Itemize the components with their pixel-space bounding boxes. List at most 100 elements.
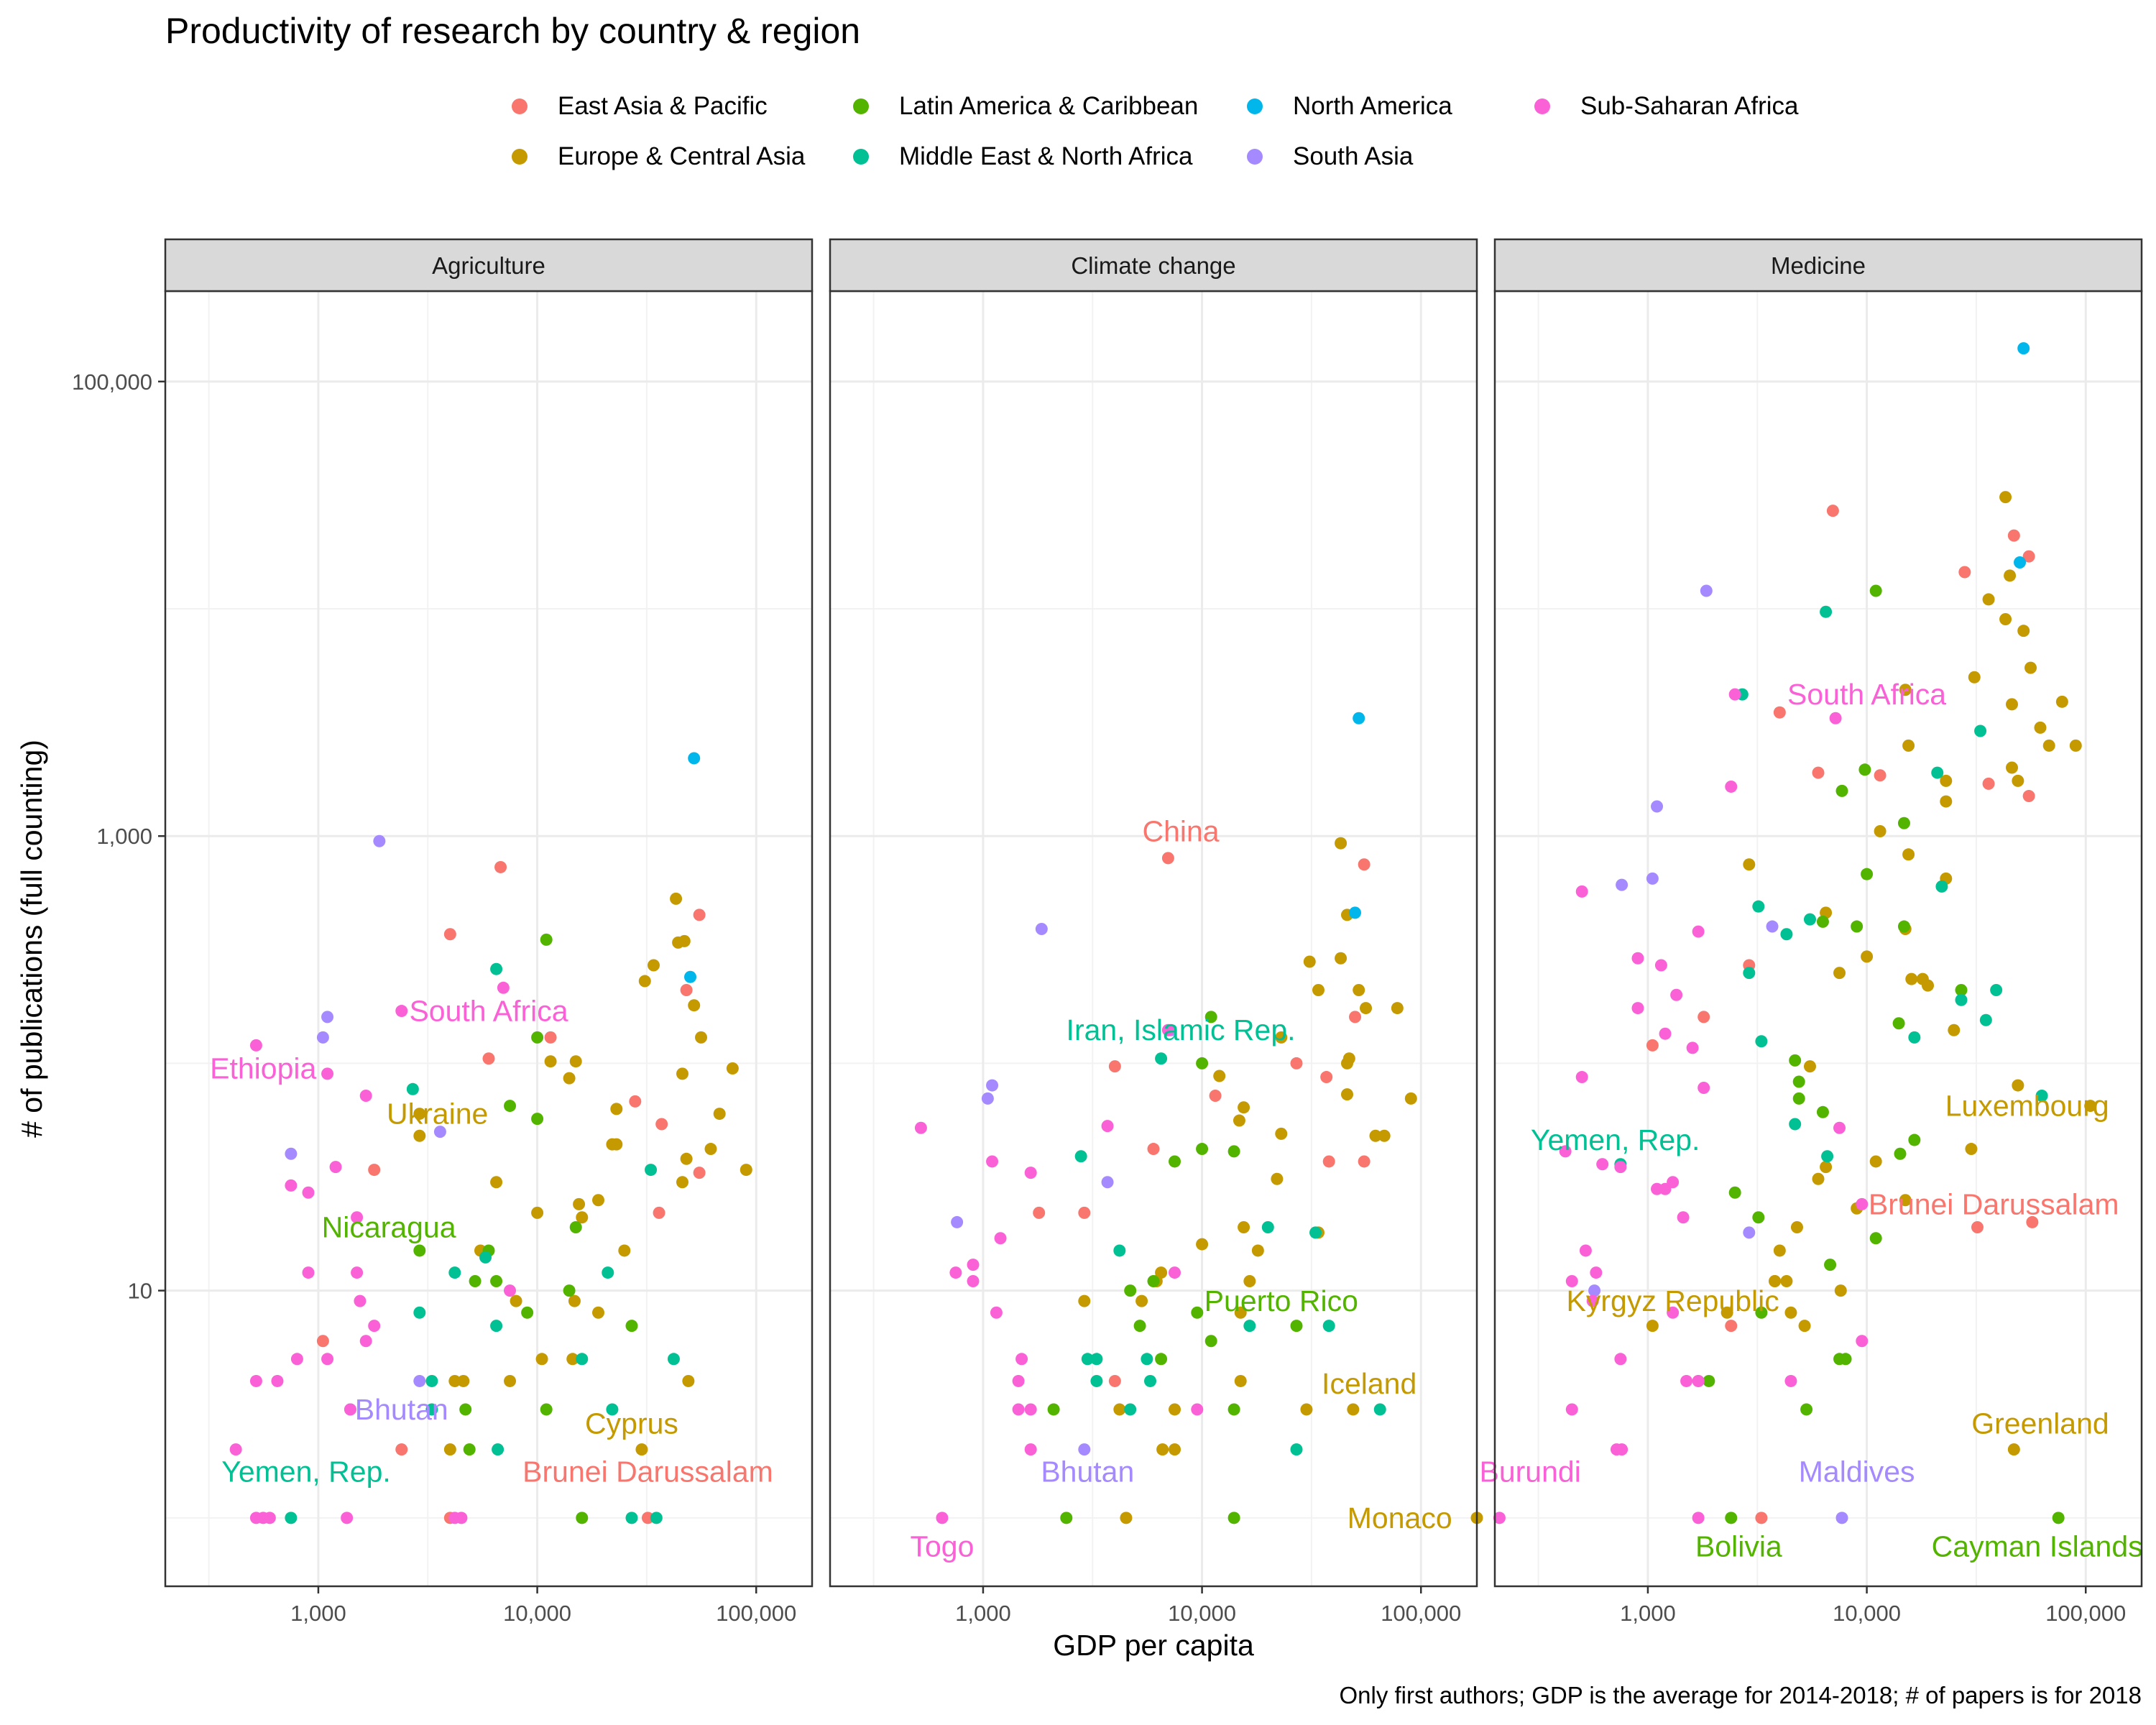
data-point: [1169, 1443, 1181, 1456]
data-point: [1728, 688, 1741, 701]
data-point: [2035, 1090, 2048, 1103]
data-point: [1766, 920, 1779, 933]
data-point: [1833, 1121, 1846, 1134]
data-point: [1335, 952, 1348, 965]
legend-item: Middle East & North Africa: [844, 142, 1193, 171]
data-point: [1290, 1443, 1303, 1456]
data-point: [1015, 1353, 1028, 1366]
data-point: [2004, 569, 2017, 582]
data-point: [1575, 885, 1588, 898]
data-point: [1651, 800, 1664, 813]
data-point: [1902, 848, 1915, 861]
data-point: [1074, 1150, 1087, 1163]
data-point: [1616, 878, 1628, 891]
data-point: [229, 1443, 242, 1456]
point-label: Yemen, Rep.: [1531, 1123, 1700, 1156]
data-point: [344, 1403, 356, 1416]
data-point: [682, 1374, 695, 1387]
data-point: [576, 1353, 589, 1366]
point-label: Maldives: [1799, 1455, 1915, 1488]
data-point: [263, 1512, 276, 1524]
data-point: [986, 1155, 999, 1168]
data-point: [1725, 780, 1738, 793]
data-point: [1820, 1161, 1833, 1174]
data-point: [1144, 1374, 1157, 1387]
data-point: [1812, 1172, 1825, 1185]
data-point: [504, 1100, 517, 1113]
data-point: [1616, 1443, 1628, 1456]
data-point: [1659, 1027, 1672, 1040]
data-point: [531, 1206, 544, 1219]
data-point: [1631, 952, 1644, 965]
data-point: [1982, 593, 1995, 606]
data-point: [1565, 1403, 1578, 1416]
data-point: [271, 1374, 284, 1387]
data-point: [321, 1067, 334, 1080]
data-point: [1238, 1220, 1250, 1233]
data-point: [1047, 1403, 1060, 1416]
data-point: [625, 1320, 638, 1333]
point-label: Brunei Darussalam: [522, 1455, 773, 1488]
data-point: [2017, 625, 2030, 638]
data-point: [1935, 880, 1948, 893]
data-point: [1133, 1320, 1146, 1333]
data-point: [1826, 505, 1839, 518]
y-tick-label: 1,000: [96, 824, 152, 849]
point-label: Monaco: [1348, 1501, 1452, 1535]
point-label: Greenland: [1971, 1407, 2109, 1440]
data-point: [2069, 739, 2082, 752]
data-point: [341, 1512, 354, 1524]
x-axis-title: GDP per capita: [1053, 1629, 1254, 1662]
data-point: [1851, 920, 1864, 933]
data-point: [670, 892, 683, 905]
data-point: [1824, 1259, 1837, 1271]
point-label: Cyprus: [585, 1407, 678, 1440]
point-label: Luxembourg: [1945, 1090, 2109, 1123]
data-point: [531, 1031, 544, 1044]
data-point: [592, 1194, 605, 1207]
data-point: [1012, 1374, 1025, 1387]
data-point: [1322, 1320, 1335, 1333]
data-point: [1725, 1320, 1738, 1333]
point-label: Iceland: [1322, 1367, 1416, 1400]
data-point: [1156, 1443, 1169, 1456]
data-point: [490, 1275, 503, 1288]
data-point: [936, 1512, 949, 1524]
data-point: [1101, 1120, 1114, 1133]
data-point: [1033, 1206, 1046, 1219]
data-point: [1755, 1306, 1768, 1319]
data-point: [2042, 739, 2055, 752]
data-point: [569, 1220, 582, 1233]
data-point: [1692, 1512, 1705, 1524]
data-point: [1897, 816, 1910, 829]
facet-panel: South Africa Yemen, Rep. Luxembourg Brunei …: [1479, 238, 2143, 1626]
x-tick-label: 100,000: [2045, 1601, 2126, 1626]
data-point: [1908, 1031, 1921, 1044]
data-point: [1692, 925, 1705, 938]
data-point: [678, 934, 691, 947]
data-point: [1899, 1194, 1912, 1207]
data-point: [1784, 1306, 1797, 1319]
data-point: [1902, 739, 1915, 752]
data-point: [540, 1403, 553, 1416]
data-point: [395, 1005, 408, 1018]
legend-item: East Asia & Pacific: [503, 92, 768, 121]
data-point: [1155, 1353, 1168, 1366]
data-point: [425, 1403, 438, 1416]
panel-background: [1495, 291, 2142, 1586]
facet-panel: South Africa Ethiopia Ukraine Nicaragua Bhut…: [164, 238, 814, 1626]
point-label: Puerto Rico: [1204, 1284, 1358, 1317]
data-point: [1899, 684, 1912, 696]
data-point: [1024, 1443, 1037, 1456]
data-point: [1789, 1054, 1802, 1067]
x-tick-label: 10,000: [503, 1601, 571, 1626]
data-point: [351, 1211, 364, 1224]
x-tick-label: 10,000: [1833, 1601, 1901, 1626]
data-point: [1090, 1353, 1103, 1366]
data-point: [1147, 1275, 1160, 1288]
data-point: [713, 1108, 726, 1121]
data-point: [1135, 1294, 1148, 1307]
point-label: Iran, Islamic Rep.: [1067, 1013, 1296, 1046]
data-point: [413, 1374, 426, 1387]
data-point: [2084, 1100, 2097, 1113]
